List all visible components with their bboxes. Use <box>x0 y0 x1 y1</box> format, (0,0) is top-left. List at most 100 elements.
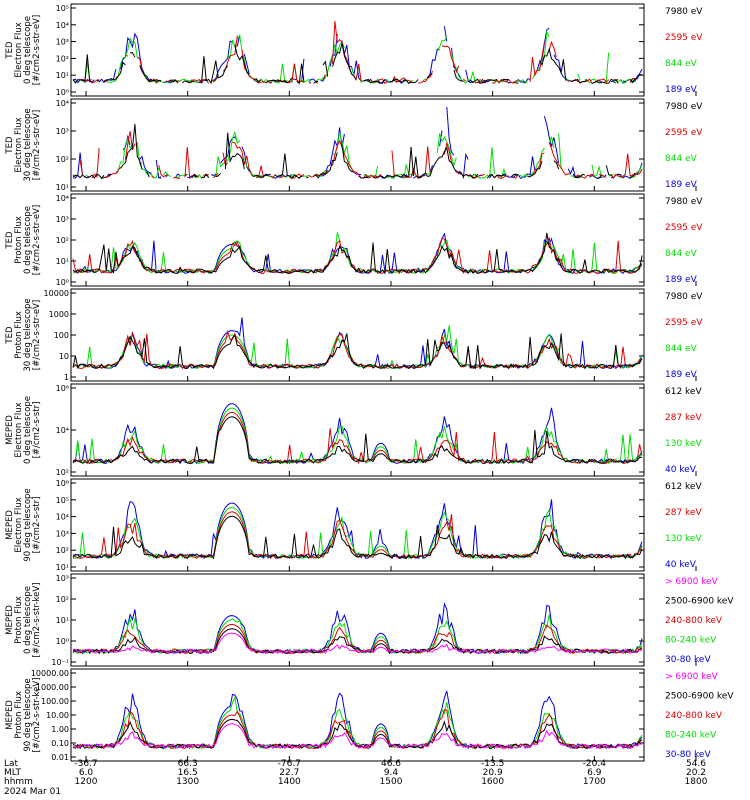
x-tick-label: 54.6 <box>686 759 706 769</box>
legend-entry: 2500-6900 keV <box>665 692 734 702</box>
y-axis-label: [#/cm2-s-str] <box>32 497 42 554</box>
x-tick-label: 9.4 <box>384 768 399 778</box>
x-tick-label: 1200 <box>75 777 98 787</box>
series-line-black <box>72 43 643 85</box>
y-axis-label: TED <box>5 41 15 60</box>
legend-entry: 7980 eV <box>665 292 703 302</box>
y-tick-label: 1.00 <box>51 725 69 734</box>
series-line-green <box>72 695 643 750</box>
y-axis-label: MEPED <box>5 510 15 540</box>
legend-entry: 612 keV <box>665 482 702 492</box>
legend-entry: 130 keV <box>665 439 702 449</box>
y-tick-label: 10² <box>56 54 69 63</box>
y-axis-label: [#/cm2-s-str] <box>32 402 42 459</box>
legend-entry: 189 eV <box>665 180 698 190</box>
legend-entry: 2595 eV <box>665 33 703 43</box>
x-row-label: hhmm <box>4 777 33 787</box>
panel-7: 10⁻¹ 10⁰ 10¹ 10² 10³ MEPED Proton Flux 0 deg te… <box>5 573 734 667</box>
y-axis-label: [#/cm2-s-str-eV] <box>32 205 42 275</box>
panel-8: 0.01 0.10 1.00 10.00 100.00 1000.00 10000.00 ME… <box>5 668 734 762</box>
x-tick-label: -20.4 <box>583 759 607 769</box>
x-tick-label: 1800 <box>685 777 708 787</box>
y-tick-label: 10² <box>56 595 69 604</box>
legend-entry: 612 keV <box>665 387 702 397</box>
y-tick-label: 10.00 <box>46 711 69 720</box>
y-tick-label: 1 <box>64 373 69 382</box>
series-line-magenta <box>72 632 643 655</box>
y-tick-label: 10⁶ <box>56 479 69 488</box>
series-line-black <box>72 515 643 560</box>
y-axis-label: 90 deg telescope <box>23 678 33 751</box>
legend-entry: 844 eV <box>665 154 698 164</box>
y-tick-label: 10⁵ <box>56 496 69 505</box>
legend-entry: 189 eV <box>665 275 698 285</box>
series-line-red <box>72 623 643 655</box>
y-tick-label: 10³ <box>56 574 69 583</box>
y-tick-label: 10⁰ <box>56 88 69 97</box>
legend-entry: 2595 eV <box>665 318 703 328</box>
y-axis-label: MEPED <box>5 605 15 635</box>
x-tick-label: 1300 <box>176 777 199 787</box>
y-tick-label: 1000 <box>49 310 69 319</box>
legend-entry: 30-80 keV <box>665 750 711 760</box>
series-line-black <box>72 333 643 370</box>
y-tick-label: 10² <box>56 546 69 555</box>
y-tick-label: 100.00 <box>41 697 69 706</box>
legend-entry: 30-80 keV <box>665 655 711 665</box>
legend-entry: 2595 eV <box>665 223 703 233</box>
x-row-label: Lat <box>4 759 19 769</box>
series-line-blue <box>72 499 643 560</box>
x-tick-label: 46.6 <box>381 759 401 769</box>
y-tick-label: 10¹ <box>56 563 69 572</box>
x-tick-label: 6.0 <box>79 768 94 778</box>
y-axis-label: TED <box>5 136 15 155</box>
panel-frame <box>70 478 645 572</box>
y-tick-label: 0.01 <box>51 753 69 762</box>
y-tick-label: 10⁴ <box>56 426 69 435</box>
y-axis-label: MEPED <box>5 700 15 730</box>
y-tick-label: 10¹ <box>56 616 69 625</box>
legend-entry: > 6900 keV <box>665 577 719 587</box>
y-axis-label: 30 deg telescope <box>23 298 33 371</box>
legend-entry: 7980 eV <box>665 102 703 112</box>
y-axis-label: TED <box>5 231 15 250</box>
y-axis-label: 0 deg telescope <box>23 586 33 654</box>
y-tick-label: 10³ <box>56 38 69 47</box>
legend-entry: 844 eV <box>665 59 698 69</box>
series-line-magenta <box>72 723 643 750</box>
y-tick-label: 10² <box>56 236 69 245</box>
panel-5: 10² 10⁴ 10⁶ MEPED Electron Flux 0 deg telesco… <box>5 383 702 477</box>
series-line-green <box>84 130 643 180</box>
y-tick-label: 10³ <box>56 127 69 136</box>
series-line-black <box>72 232 643 275</box>
panel-2: 10¹ 10² 10³ 10⁴ TED Electron Flux 30 deg teles… <box>5 98 703 192</box>
series-line-blue <box>72 602 643 655</box>
legend-entry: 80-240 keV <box>665 636 717 646</box>
y-tick-label: 10² <box>56 155 69 164</box>
legend-entry: 189 eV <box>665 370 698 380</box>
x-row-label: MLT <box>4 768 22 778</box>
legend-entry: 40 keV <box>665 465 697 475</box>
x-tick-label: 16.5 <box>178 768 198 778</box>
y-axis-label: Electron Flux <box>14 22 24 77</box>
x-tick-label: 22.7 <box>279 768 299 778</box>
legend-entry: 130 keV <box>665 534 702 544</box>
y-tick-label: 10⁵ <box>56 4 69 13</box>
legend-entry: 80-240 keV <box>665 731 717 741</box>
legend-entry: 844 eV <box>665 249 698 259</box>
x-tick-label: 20.9 <box>483 768 503 778</box>
y-tick-label: 10000 <box>44 289 69 298</box>
panel-4: 1 10 100 1000 10000 TED Proton Flux 30 deg tele… <box>5 288 703 382</box>
y-axis-label: [#/cm2-s-str-eV] <box>32 110 42 180</box>
y-axis-label: [#/cm2-s-str-keV] <box>32 583 42 658</box>
x-tick-label: 1500 <box>380 777 403 787</box>
x-tick-label: 66.3 <box>178 759 198 769</box>
y-axis-label: Proton Flux <box>14 691 24 739</box>
panel-3: 10⁰ 10¹ 10² 10³ 10⁴ TED Proton Flux 0 deg teles… <box>5 193 703 287</box>
legend-entry: 40 keV <box>665 560 697 570</box>
legend-entry: 240-800 keV <box>665 616 723 626</box>
panel-6: 10¹ 10² 10³ 10⁴ 10⁵ 10⁶ MEPED Electron Flux 90 d… <box>5 478 702 572</box>
y-tick-label: 10⁴ <box>56 194 69 203</box>
x-tick-label: -13.5 <box>481 759 504 769</box>
